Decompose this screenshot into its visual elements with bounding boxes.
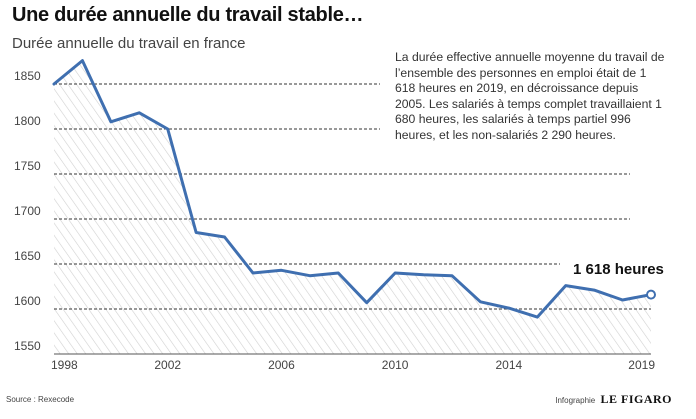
- y-tick-label: 1650: [14, 249, 41, 263]
- x-tick-label: 2010: [382, 358, 409, 372]
- last-point-label: 1 618 heures: [573, 261, 664, 278]
- x-tick-label: 2006: [268, 358, 295, 372]
- x-tick-label: 1998: [51, 358, 78, 372]
- y-tick-label: 1800: [14, 114, 41, 128]
- y-tick-label: 1700: [14, 204, 41, 218]
- chart-title: Une durée annuelle du travail stable…: [12, 4, 364, 26]
- y-tick-label: 1600: [14, 294, 41, 308]
- x-tick-label: 2014: [496, 358, 523, 372]
- y-tick-label: 1750: [14, 159, 41, 173]
- y-tick-label: 1550: [14, 339, 41, 353]
- x-tick-label: 2002: [154, 358, 181, 372]
- last-point-marker: [646, 289, 656, 300]
- credit-prefix: Infographie: [555, 396, 596, 405]
- series-line: [52, 59, 653, 319]
- x-tick-label: 2019: [628, 358, 655, 372]
- chart-annotation: La durée effective annuelle moyenne du t…: [395, 50, 665, 142]
- credit: Infographie LE FIGARO: [555, 392, 672, 407]
- area-fill: [54, 60, 651, 354]
- source-note: Source : Rexecode: [6, 395, 75, 404]
- y-tick-label: 1850: [14, 69, 41, 83]
- brand-logo: LE FIGARO: [600, 392, 672, 406]
- chart-subtitle: Durée annuelle du travail en france: [12, 35, 246, 52]
